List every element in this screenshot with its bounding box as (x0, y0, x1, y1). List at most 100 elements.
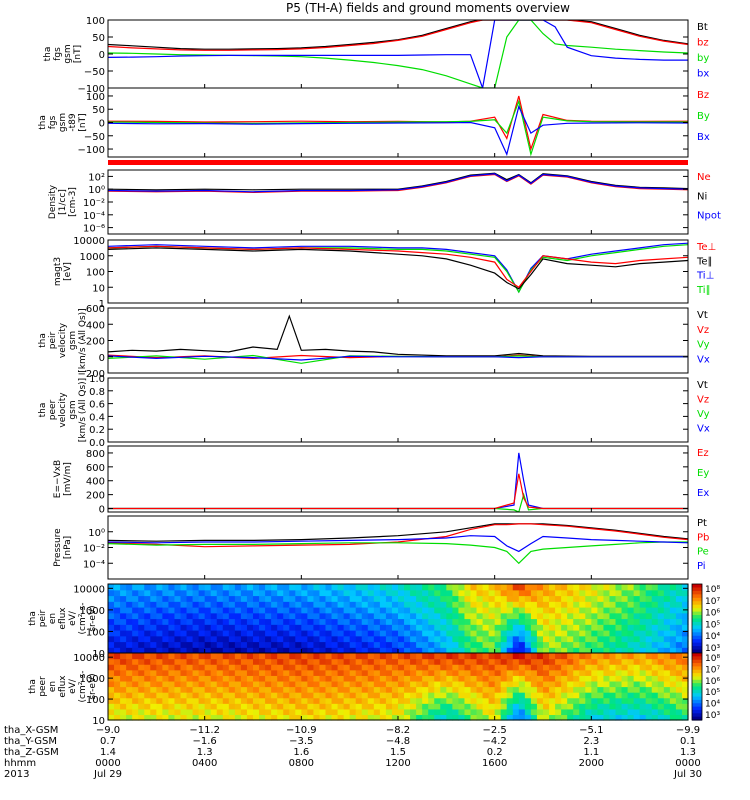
spectrogram-cell (567, 595, 574, 602)
spectrogram-cell (434, 601, 441, 608)
spectrogram-cell (222, 692, 230, 699)
spectrogram-cell (355, 589, 363, 597)
x-axis-value: −9.0 (96, 725, 120, 736)
spectrogram-cell (325, 607, 333, 614)
spectrogram-cell (512, 664, 520, 671)
panel-frame (107, 169, 689, 235)
spectrogram-cell (549, 708, 556, 716)
spectrogram-cell (391, 595, 399, 602)
spectrogram-cell (162, 618, 170, 625)
spectrogram-cell (452, 618, 460, 625)
spectrogram-cell (410, 697, 417, 704)
spectrogram-cell (500, 612, 508, 620)
spectrogram-cell (512, 595, 520, 602)
spectrogram-cell (162, 658, 170, 665)
spectrogram-cell (482, 584, 490, 591)
spectrogram-cell (470, 618, 478, 625)
spectrogram-cell (186, 584, 194, 591)
spectrogram-cell (615, 675, 623, 682)
spectrogram-cell (603, 601, 611, 608)
spectrogram-cell (428, 680, 435, 688)
spectrogram-cell (512, 714, 520, 721)
spectrogram-cell (549, 675, 556, 682)
spectrogram-cell (561, 584, 568, 591)
spectrogram-cell (639, 647, 647, 654)
spectrogram-cell (440, 635, 447, 643)
spectrogram-cell (204, 601, 212, 608)
spectrogram-cell (240, 601, 248, 608)
spectrogram-cell (307, 664, 315, 671)
spectrogram-cell (398, 692, 405, 699)
spectrogram-cell (126, 675, 133, 682)
spectrogram-cell (669, 675, 677, 682)
spectrogram-cell (597, 641, 605, 648)
spectrogram-cell (621, 618, 629, 625)
spectrogram-cell (114, 635, 121, 643)
spectrogram-cell (536, 618, 544, 625)
x-axis-value: 1.4 (100, 747, 116, 758)
spectrogram-cell (367, 680, 375, 688)
spectrogram-cell (464, 686, 472, 693)
spectrogram-cell (561, 607, 568, 614)
spectrogram-cell (398, 675, 405, 682)
spectrogram-cell (506, 630, 514, 637)
spectrogram-cell (337, 675, 345, 682)
y-axis-label: magt3 (53, 257, 63, 286)
spectrogram-cell (591, 641, 598, 648)
spectrogram-cell (410, 595, 417, 602)
spectrogram-cell (404, 708, 411, 716)
y-tick-label: 200 (86, 491, 105, 502)
spectrogram-cell (307, 675, 315, 682)
spectrogram-cell (627, 595, 635, 602)
legend-entry: Vz (697, 395, 709, 406)
spectrogram-cell (126, 664, 133, 671)
spectrogram-cell (186, 624, 194, 631)
spectrogram-cell (579, 708, 586, 716)
spectrogram-cell (561, 601, 568, 608)
spectrogram-cell (549, 686, 556, 693)
spectrogram-cell (307, 714, 315, 721)
spectrogram-cell (669, 635, 677, 643)
spectrogram-cell (216, 714, 224, 721)
spectrogram-cell (512, 658, 520, 665)
spectrogram-cell (488, 595, 496, 602)
spectrogram-cell (192, 669, 200, 676)
x-axis-value: −4.2 (483, 736, 507, 747)
spectrogram-cell (639, 697, 647, 704)
spectrogram-cell (198, 607, 206, 614)
spectrogram-cell (591, 618, 598, 625)
spectrogram-cell (609, 653, 617, 660)
spectrogram-cell (470, 714, 478, 721)
spectrogram-cell (144, 584, 151, 591)
spectrogram-cell (428, 697, 435, 704)
x-axis-value: 0.7 (100, 736, 116, 747)
spectrogram-cell (373, 714, 381, 721)
spectrogram-cell (470, 584, 478, 591)
spectrogram-cell (464, 612, 472, 620)
spectrogram-cell (210, 607, 218, 614)
spectrogram-cell (603, 703, 611, 710)
spectrogram-cell (603, 669, 611, 676)
spectrogram-cell (120, 653, 127, 660)
spectrogram-cell (301, 601, 308, 608)
spectrogram-cell (404, 635, 411, 643)
spectrogram-cell (567, 653, 574, 660)
spectrogram-cell (180, 612, 188, 620)
spectrogram-cell (222, 635, 230, 643)
spectrogram-cell (645, 686, 653, 693)
spectrogram-cell (609, 697, 617, 704)
spectrogram-cell (464, 635, 472, 643)
spectrogram-cell (174, 624, 182, 631)
spectrogram-cell (470, 680, 478, 688)
spectrogram-cell (108, 601, 115, 608)
spectrogram-cell (126, 612, 133, 620)
spectrogram-cell (603, 630, 611, 637)
spectrogram-cell (120, 584, 127, 591)
spectrogram-cell (639, 692, 647, 699)
spectrogram-cell (301, 697, 308, 704)
spectrogram-cell (265, 686, 272, 693)
spectrogram-cell (591, 697, 598, 704)
spectrogram-cell (367, 675, 375, 682)
spectrogram-cell (488, 624, 496, 631)
legend-entry: Pe (697, 547, 709, 558)
